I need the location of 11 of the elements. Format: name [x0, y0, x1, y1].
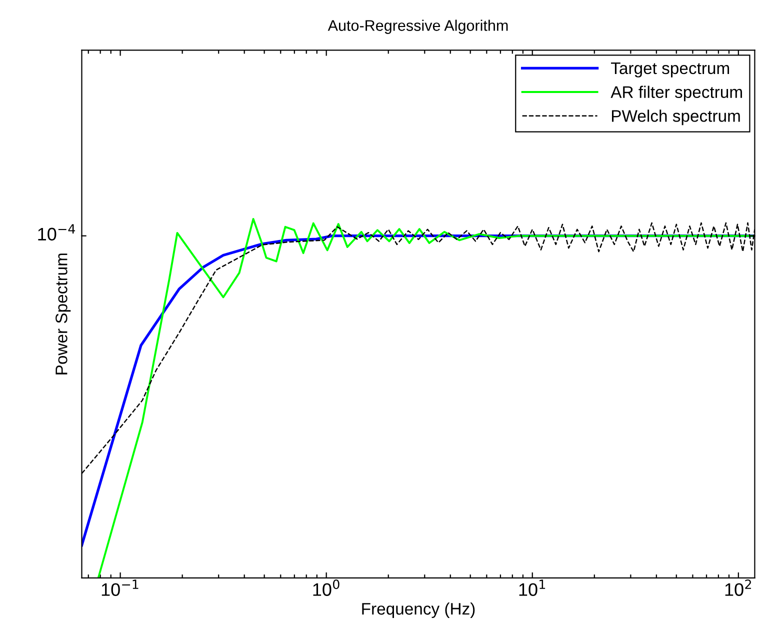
text: 10$^{−4}$	[38, 224, 76, 241]
x-tick-label: 10$^{1}$	[519, 580, 546, 596]
x-tick-label: 10$^{−1}$	[102, 580, 138, 596]
x-tick-label: 10$^{2}$	[725, 580, 751, 596]
x-tick-label: 10$^{0}$	[313, 580, 340, 596]
legend-label: Target spectrum	[611, 62, 730, 78]
chart-title: Auto-Regressive Algorithm	[328, 20, 508, 34]
legend-label: PWelch spectrum	[612, 110, 740, 126]
legend-label: AR filter spectrum	[610, 86, 742, 102]
x-axis-title: Frequency (Hz)	[362, 602, 475, 618]
y-axis-title: Power Spectrum	[56, 254, 71, 374]
